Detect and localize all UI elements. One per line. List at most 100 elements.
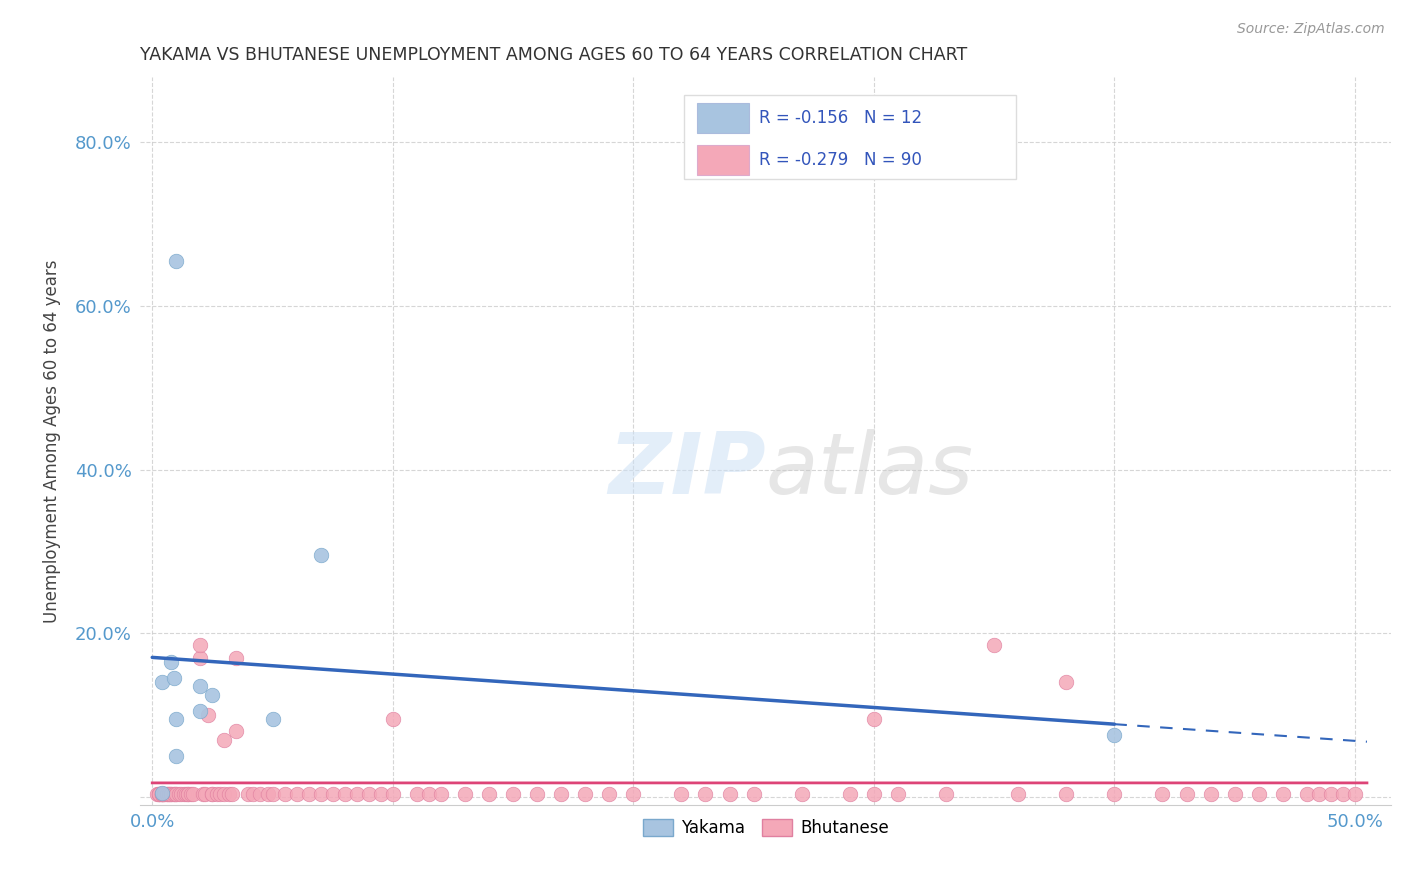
Point <box>1199 787 1222 801</box>
Point <box>322 787 344 801</box>
Point <box>671 787 693 801</box>
Point <box>249 787 271 801</box>
Point <box>197 708 219 723</box>
Point <box>1054 787 1077 801</box>
Y-axis label: Unemployment Among Ages 60 to 64 years: Unemployment Among Ages 60 to 64 years <box>44 260 60 623</box>
Point <box>148 787 170 801</box>
Point <box>165 254 187 268</box>
Point <box>297 787 319 801</box>
Point <box>262 712 284 726</box>
Point <box>177 787 200 801</box>
Point <box>221 787 243 801</box>
Point <box>405 787 427 801</box>
Point <box>165 787 187 801</box>
Point <box>1320 787 1343 801</box>
Point <box>1152 787 1174 801</box>
Point <box>838 787 860 801</box>
Point <box>160 655 183 669</box>
Point <box>153 787 176 801</box>
Point <box>165 787 187 801</box>
Point <box>370 787 392 801</box>
Point <box>695 787 717 801</box>
Point <box>1104 787 1126 801</box>
Point <box>180 787 202 801</box>
Point <box>177 787 200 801</box>
Point <box>285 787 308 801</box>
Point <box>218 787 240 801</box>
Point <box>153 787 176 801</box>
Point <box>188 639 211 653</box>
Point <box>790 787 813 801</box>
FancyBboxPatch shape <box>697 145 749 175</box>
Point <box>160 787 183 801</box>
Text: atlas: atlas <box>766 428 973 512</box>
Point <box>1175 787 1198 801</box>
Text: Source: ZipAtlas.com: Source: ZipAtlas.com <box>1237 22 1385 37</box>
Point <box>194 787 217 801</box>
Point <box>863 787 886 801</box>
Point <box>225 650 247 665</box>
Point <box>146 787 169 801</box>
Point <box>1308 787 1330 801</box>
Point <box>454 787 477 801</box>
Point <box>188 679 211 693</box>
Point <box>181 787 204 801</box>
Point <box>333 787 356 801</box>
Point <box>205 787 228 801</box>
Point <box>863 712 886 726</box>
Point <box>173 787 195 801</box>
Point <box>381 787 404 801</box>
Point <box>1054 675 1077 690</box>
Point <box>150 786 173 800</box>
Point <box>935 787 957 801</box>
Point <box>430 787 453 801</box>
Point <box>225 724 247 739</box>
Point <box>167 787 190 801</box>
Point <box>208 787 231 801</box>
Point <box>887 787 910 801</box>
Point <box>156 787 179 801</box>
Point <box>262 787 284 801</box>
Point <box>502 787 524 801</box>
Point <box>170 787 193 801</box>
Point <box>174 787 197 801</box>
Point <box>157 787 180 801</box>
Point <box>163 787 186 801</box>
Point <box>150 787 173 801</box>
Point <box>160 787 183 801</box>
Point <box>188 704 211 718</box>
Point <box>214 787 236 801</box>
Point <box>598 787 620 801</box>
Point <box>201 688 224 702</box>
Point <box>191 787 214 801</box>
Point <box>526 787 548 801</box>
Point <box>201 787 224 801</box>
Point <box>273 787 295 801</box>
Point <box>1295 787 1317 801</box>
Point <box>1247 787 1270 801</box>
Point <box>150 675 173 690</box>
Point <box>381 712 404 726</box>
Point <box>150 787 173 801</box>
Point <box>165 748 187 763</box>
Point <box>1344 787 1367 801</box>
Text: R = -0.156   N = 12: R = -0.156 N = 12 <box>759 109 922 128</box>
Point <box>1223 787 1246 801</box>
Point <box>983 639 1005 653</box>
Point <box>418 787 440 801</box>
Point <box>1331 787 1354 801</box>
Point <box>150 787 173 801</box>
Text: ZIP: ZIP <box>607 428 766 512</box>
Point <box>1104 729 1126 743</box>
Point <box>163 787 186 801</box>
Point <box>256 787 278 801</box>
Point <box>148 787 170 801</box>
Point <box>163 671 186 685</box>
Text: YAKAMA VS BHUTANESE UNEMPLOYMENT AMONG AGES 60 TO 64 YEARS CORRELATION CHART: YAKAMA VS BHUTANESE UNEMPLOYMENT AMONG A… <box>141 46 967 64</box>
Point <box>574 787 596 801</box>
Point <box>742 787 765 801</box>
Text: R = -0.279   N = 90: R = -0.279 N = 90 <box>759 151 922 169</box>
Point <box>238 787 260 801</box>
Point <box>156 787 179 801</box>
Point <box>346 787 368 801</box>
